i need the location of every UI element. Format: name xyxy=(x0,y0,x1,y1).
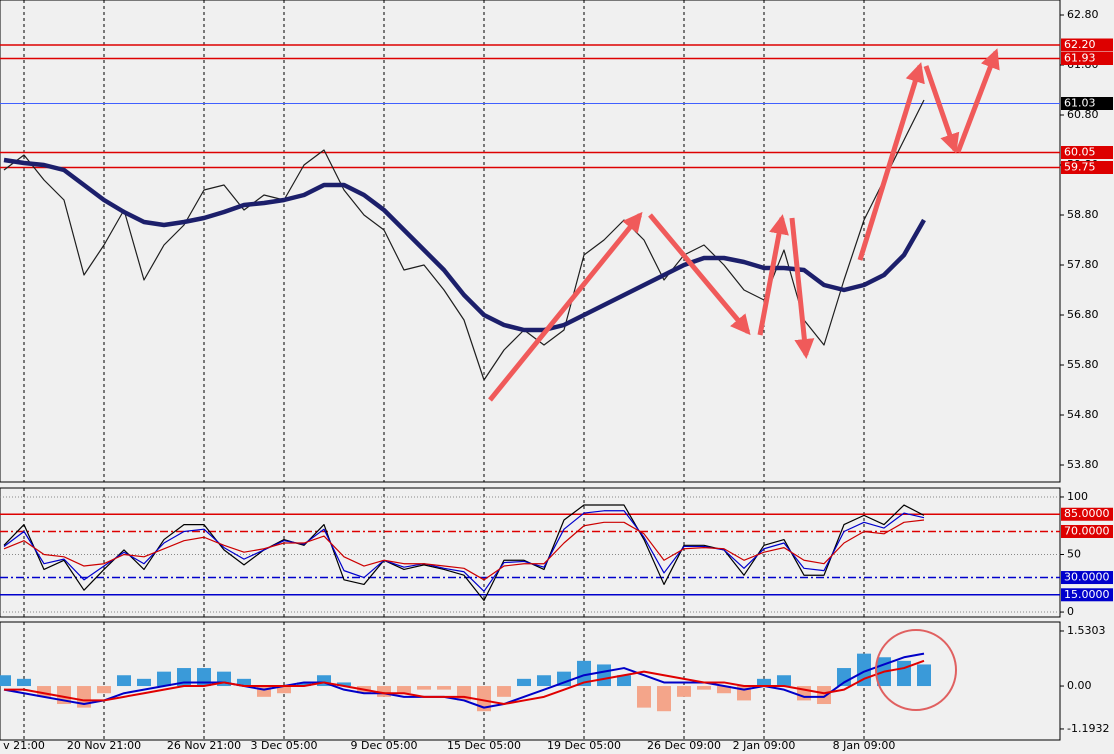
x-tick-label: 9 Dec 05:00 xyxy=(351,739,418,752)
x-tick-label: 26 Dec 09:00 xyxy=(647,739,721,752)
histogram-bar xyxy=(497,686,511,697)
level-label-box xyxy=(1061,52,1113,65)
y-tick-label: 100 xyxy=(1067,490,1088,503)
arrow xyxy=(789,217,815,359)
arrow xyxy=(757,214,789,336)
level-label-box xyxy=(1061,161,1113,174)
panel-frame xyxy=(0,0,1061,483)
level-label-box xyxy=(1061,146,1113,159)
series-line xyxy=(4,659,925,706)
arrow xyxy=(648,213,751,336)
x-tick-label: 8 Jan 09:00 xyxy=(833,739,896,752)
histogram-bar xyxy=(897,660,911,687)
panel-frame xyxy=(0,621,1061,741)
annotations xyxy=(488,48,1000,711)
level-label: 15.0000 xyxy=(1064,588,1110,601)
y-tick-label: 53.80 xyxy=(1067,458,1099,471)
histogram-bar xyxy=(517,678,531,687)
histogram-bar xyxy=(577,660,591,687)
y-tick-label: 0.00 xyxy=(1067,679,1092,692)
x-tick-label: 3 Dec 05:00 xyxy=(251,739,318,752)
histogram-bar xyxy=(917,664,931,687)
histogram-bar xyxy=(277,686,291,694)
y-tick-label: 60.80 xyxy=(1067,108,1099,121)
histogram-bar xyxy=(437,686,451,690)
x-tick-label: 26 Nov 21:00 xyxy=(167,739,241,752)
y-tick-label: 0 xyxy=(1067,605,1074,618)
histogram-bar xyxy=(137,678,151,687)
histogram-bar xyxy=(557,671,571,687)
series-line xyxy=(3,652,925,709)
y-tick-label: 56.80 xyxy=(1067,308,1099,321)
arrow xyxy=(955,48,1000,153)
y-tick-label: 1.5303 xyxy=(1067,624,1106,637)
histogram-bar xyxy=(0,675,11,687)
histogram-bar xyxy=(677,686,691,697)
histogram-bar xyxy=(617,675,631,687)
level-label-box xyxy=(1061,38,1113,52)
x-tick-label: 2 Jan 09:00 xyxy=(733,739,796,752)
level-label-box xyxy=(1061,507,1113,521)
x-tick-label: 20 Nov 21:00 xyxy=(67,739,141,752)
y-tick-label: -1.1932 xyxy=(1067,722,1109,735)
histogram-bar xyxy=(97,686,111,694)
histogram-bar xyxy=(477,686,491,712)
y-tick-label: 62.80 xyxy=(1067,8,1099,21)
level-label: 61.03 xyxy=(1064,97,1096,110)
x-tick-label: 15 Dec 05:00 xyxy=(447,739,521,752)
level-label: 30.0000 xyxy=(1064,571,1110,584)
highlight-circle xyxy=(875,629,957,711)
histogram-bar xyxy=(417,686,431,690)
arrows xyxy=(488,48,1000,402)
histogram-bar xyxy=(157,671,171,687)
panel-frame xyxy=(0,487,1061,618)
histogram-bar xyxy=(597,664,611,687)
level-label-box xyxy=(1061,97,1113,110)
histogram-bar xyxy=(697,686,711,690)
level-label: 70.0000 xyxy=(1064,524,1110,537)
arrow xyxy=(923,65,960,154)
y-tick-label: 50 xyxy=(1067,548,1081,561)
histogram-bar xyxy=(77,686,91,708)
x-tick-label: 19 Dec 05:00 xyxy=(547,739,621,752)
series-line xyxy=(3,519,925,581)
series-line xyxy=(3,510,925,592)
histogram-bar xyxy=(237,678,251,687)
histogram-bar xyxy=(397,686,411,694)
histogram-bar xyxy=(337,682,351,687)
level-label: 59.75 xyxy=(1064,161,1096,174)
level-label: 85.0000 xyxy=(1064,507,1110,520)
level-label-box xyxy=(1061,524,1113,538)
histogram-bar xyxy=(537,675,551,687)
histogram-bar xyxy=(377,686,391,697)
level-label: 62.20 xyxy=(1064,38,1096,51)
histogram-bar xyxy=(117,675,131,687)
level-label-box xyxy=(1061,588,1113,602)
histogram-bar xyxy=(317,675,331,687)
histogram-bar xyxy=(757,678,771,687)
histogram-bar xyxy=(717,686,731,694)
y-tick-label: 54.80 xyxy=(1067,408,1099,421)
level-label-box xyxy=(1061,571,1113,585)
histogram-bar xyxy=(637,686,651,708)
histogram-bar xyxy=(657,686,671,712)
arrow xyxy=(488,211,643,402)
histogram-bar xyxy=(17,678,31,687)
histogram-bar xyxy=(37,686,51,697)
y-tick-label: 58.80 xyxy=(1067,208,1099,221)
histogram-bar xyxy=(257,686,271,697)
y-tick-label: 55.80 xyxy=(1067,358,1099,371)
y-tick-label: 57.80 xyxy=(1067,258,1099,271)
histogram-bar xyxy=(777,675,791,687)
level-label: 60.05 xyxy=(1064,146,1096,159)
histogram-bar xyxy=(817,686,831,705)
x-tick-label: v 21:00 xyxy=(3,739,45,752)
arrow xyxy=(857,62,925,261)
level-label: 61.93 xyxy=(1064,52,1096,65)
histogram-bar xyxy=(297,682,311,687)
